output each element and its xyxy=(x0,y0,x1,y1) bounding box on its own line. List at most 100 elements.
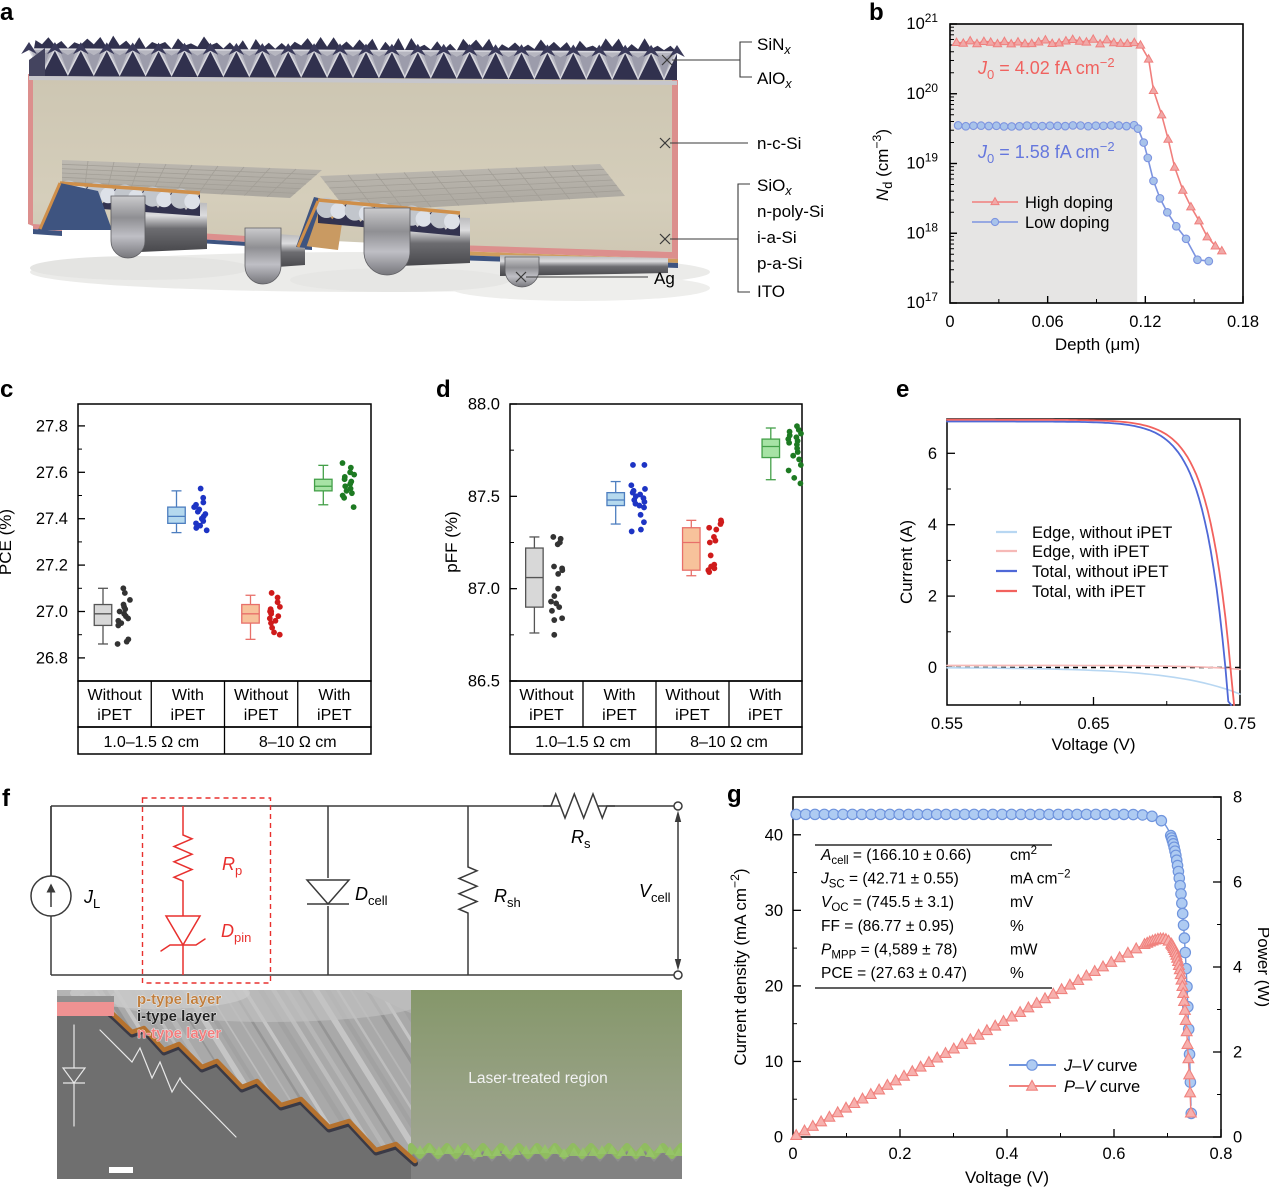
svg-text:Low doping: Low doping xyxy=(1025,214,1109,232)
svg-text:ITO: ITO xyxy=(757,282,785,301)
svg-text:High doping: High doping xyxy=(1025,194,1113,212)
svg-text:Without: Without xyxy=(234,687,289,704)
svg-text:%: % xyxy=(1010,918,1024,935)
svg-text:40: 40 xyxy=(765,826,783,844)
svg-text:27.6: 27.6 xyxy=(36,464,68,482)
svg-text:p-type layer: p-type layer xyxy=(137,991,221,1008)
svg-text:VOC = (745.5 ± 3.1): VOC = (745.5 ± 3.1) xyxy=(821,894,954,914)
svg-text:8–10 Ω cm: 8–10 Ω cm xyxy=(259,734,337,751)
svg-text:e: e xyxy=(896,376,909,403)
svg-text:With: With xyxy=(172,687,204,704)
svg-text:0.55: 0.55 xyxy=(931,715,963,733)
svg-text:J–V curve: J–V curve xyxy=(1063,1057,1137,1075)
svg-text:0: 0 xyxy=(945,313,954,331)
svg-text:Depth (μm): Depth (μm) xyxy=(1055,335,1140,354)
svg-text:i-type layer: i-type layer xyxy=(137,1008,216,1025)
svg-text:b: b xyxy=(869,0,884,26)
svg-text:AlOx: AlOx xyxy=(757,69,792,91)
svg-text:c: c xyxy=(0,376,13,403)
svg-text:Dcell: Dcell xyxy=(355,884,388,908)
svg-text:0.75: 0.75 xyxy=(1224,715,1256,733)
svg-text:0.65: 0.65 xyxy=(1077,715,1109,733)
svg-text:iPET: iPET xyxy=(317,707,352,724)
svg-text:a: a xyxy=(0,0,14,26)
svg-text:P–V curve: P–V curve xyxy=(1064,1078,1140,1096)
svg-text:n-poly-Si: n-poly-Si xyxy=(757,202,824,221)
svg-text:Acell = (166.10 ± 0.66): Acell = (166.10 ± 0.66) xyxy=(820,847,971,867)
svg-text:6: 6 xyxy=(928,445,937,463)
svg-text:26.8: 26.8 xyxy=(36,649,68,667)
svg-text:J0 = 1.58 fA cm−2: J0 = 1.58 fA cm−2 xyxy=(977,139,1115,167)
svg-text:1.0–1.5 Ω cm: 1.0–1.5 Ω cm xyxy=(535,734,631,751)
svg-text:4: 4 xyxy=(1233,959,1242,977)
svg-text:d: d xyxy=(436,376,451,403)
svg-text:iPET: iPET xyxy=(602,707,637,724)
svg-text:n-type layer: n-type layer xyxy=(137,1025,221,1042)
svg-text:JL: JL xyxy=(83,887,100,911)
svg-text:Rsh: Rsh xyxy=(494,886,521,910)
svg-text:PCE = (27.63 ± 0.47): PCE = (27.63 ± 0.47) xyxy=(821,965,967,982)
svg-text:0.12: 0.12 xyxy=(1129,313,1161,331)
svg-text:pFF (%): pFF (%) xyxy=(442,511,461,572)
svg-text:mW: mW xyxy=(1010,941,1038,958)
svg-text:0.2: 0.2 xyxy=(889,1145,912,1163)
svg-text:With: With xyxy=(750,687,782,704)
svg-text:Laser-treated region: Laser-treated region xyxy=(468,1070,608,1087)
svg-text:Without: Without xyxy=(519,687,574,704)
svg-text:27.0: 27.0 xyxy=(36,603,68,621)
svg-text:Dpin: Dpin xyxy=(221,921,251,945)
svg-text:f: f xyxy=(2,785,11,812)
svg-text:n-c-Si: n-c-Si xyxy=(757,134,801,153)
svg-text:0.6: 0.6 xyxy=(1103,1145,1126,1163)
svg-text:10: 10 xyxy=(765,1053,783,1071)
svg-text:mV: mV xyxy=(1010,894,1034,911)
svg-text:8–10 Ω cm: 8–10 Ω cm xyxy=(690,734,768,751)
svg-text:0: 0 xyxy=(788,1145,797,1163)
svg-text:J0 = 4.02 fA cm−2: J0 = 4.02 fA cm−2 xyxy=(977,55,1115,83)
svg-text:30: 30 xyxy=(765,902,783,920)
svg-text:Total, with iPET: Total, with iPET xyxy=(1032,583,1146,601)
svg-text:Edge, with iPET: Edge, with iPET xyxy=(1032,543,1149,561)
svg-text:88.0: 88.0 xyxy=(468,396,500,414)
svg-text:cm2: cm2 xyxy=(1010,845,1037,864)
svg-text:PCE (%): PCE (%) xyxy=(0,509,15,575)
svg-text:0.06: 0.06 xyxy=(1032,313,1064,331)
svg-text:Without: Without xyxy=(665,687,720,704)
svg-text:1.0–1.5 Ω cm: 1.0–1.5 Ω cm xyxy=(103,734,199,751)
svg-text:iPET: iPET xyxy=(244,707,279,724)
svg-text:Rs: Rs xyxy=(571,827,591,851)
svg-text:0.8: 0.8 xyxy=(1210,1145,1233,1163)
svg-text:Ag: Ag xyxy=(654,269,675,288)
svg-text:8: 8 xyxy=(1233,789,1242,807)
svg-text:2: 2 xyxy=(928,588,937,606)
svg-text:iPET: iPET xyxy=(529,707,564,724)
svg-text:g: g xyxy=(727,781,742,808)
svg-text:iPET: iPET xyxy=(171,707,206,724)
svg-text:iPET: iPET xyxy=(675,707,710,724)
svg-text:0.4: 0.4 xyxy=(996,1145,1019,1163)
svg-text:FF = (86.77 ± 0.95): FF = (86.77 ± 0.95) xyxy=(821,918,954,935)
svg-text:SiOx: SiOx xyxy=(757,176,792,198)
svg-text:27.2: 27.2 xyxy=(36,557,68,575)
svg-text:27.4: 27.4 xyxy=(36,510,68,528)
svg-text:iPET: iPET xyxy=(97,707,132,724)
svg-text:27.8: 27.8 xyxy=(36,417,68,435)
svg-text:JSC = (42.71 ± 0.55): JSC = (42.71 ± 0.55) xyxy=(820,871,959,891)
svg-text:0.18: 0.18 xyxy=(1227,313,1259,331)
svg-text:6: 6 xyxy=(1233,874,1242,892)
svg-text:87.5: 87.5 xyxy=(468,488,500,506)
svg-text:p-a-Si: p-a-Si xyxy=(757,254,802,273)
svg-text:0: 0 xyxy=(774,1129,783,1147)
svg-text:SiNx: SiNx xyxy=(757,35,791,57)
svg-text:mA cm−2: mA cm−2 xyxy=(1010,869,1071,888)
svg-text:Voltage (V): Voltage (V) xyxy=(1051,735,1135,754)
svg-text:i-a-Si: i-a-Si xyxy=(757,228,797,247)
svg-text:Current (A): Current (A) xyxy=(897,520,916,604)
svg-text:%: % xyxy=(1010,965,1024,982)
svg-text:Total, without iPET: Total, without iPET xyxy=(1032,563,1169,581)
svg-text:Power (W): Power (W) xyxy=(1254,927,1269,1007)
svg-text:2: 2 xyxy=(1233,1044,1242,1062)
svg-text:4: 4 xyxy=(928,516,937,534)
svg-text:Edge, without iPET: Edge, without iPET xyxy=(1032,524,1172,542)
svg-text:20: 20 xyxy=(765,977,783,995)
